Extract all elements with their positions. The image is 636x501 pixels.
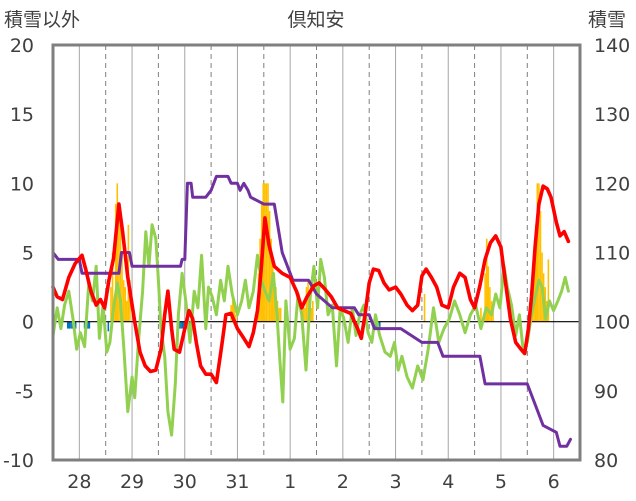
left-tick-label: 0 [22,312,34,334]
bar-negative [68,321,71,329]
right-axis-label: 積雪 [588,9,626,31]
bar-positive [110,287,112,322]
left-tick-label: 15 [10,104,34,126]
right-tick-label: 130 [594,104,630,126]
bar-positive [312,300,314,322]
bar-positive [423,294,426,322]
bar-positive [536,183,539,322]
bar-positive [305,287,308,322]
left-tick-labels: 20 15 10 5 0 -5 -10 [3,35,34,472]
bar-positive [539,211,542,322]
bar-positive [279,307,282,322]
bar-positive [492,307,494,322]
bar-positive [484,273,486,322]
right-tick-label: 120 [594,173,630,195]
x-tick-label: 1 [284,471,296,493]
bar-positive [534,224,537,322]
bar-positive [114,204,117,322]
bar-positive [302,300,305,322]
x-tick-label: 31 [225,471,249,493]
x-tick-label: 3 [390,471,402,493]
bar-negative [107,321,110,332]
right-tick-label: 90 [594,381,618,403]
bar-positive [489,287,491,322]
bar-negative [86,321,89,329]
bar-positive [533,266,535,322]
left-axis-label: 積雪以外 [4,9,80,31]
bar-positive [235,314,237,322]
x-tick-label: 2 [337,471,349,493]
x-tick-labels: 28 29 30 31 1 2 3 4 5 6 [67,471,559,493]
right-tick-label: 110 [594,243,630,265]
x-tick-label: 5 [495,471,507,493]
bar-negative [378,321,381,329]
bar-positive [231,294,234,322]
gridlines [78,45,555,460]
bar-positive [304,307,306,322]
x-tick-label: 29 [120,471,144,493]
bar-positive [111,252,114,322]
bar-positive [265,183,268,322]
x-tick-label: 28 [67,471,91,493]
left-tick-label: 20 [10,35,34,57]
left-tick-label: 10 [10,173,34,195]
bar-positive [233,300,236,322]
right-tick-label: 100 [594,312,630,334]
bar-negative [178,321,181,329]
bar-positive [271,259,274,322]
bar-positive [116,183,119,322]
right-tick-label: 140 [594,35,630,57]
left-tick-label: 5 [22,243,34,265]
bar-negative [74,321,77,329]
x-tick-label: 6 [548,471,560,493]
series-lines [51,174,572,448]
bar-positive [264,183,266,322]
bar-positive [119,224,122,322]
series-line-2 [51,174,572,448]
chart-title: 倶知安 [287,9,344,31]
bar-positive [480,307,482,322]
series-line-0 [51,184,571,385]
bar-negative [180,321,182,329]
series-line-1 [51,223,570,437]
bar-positive [487,266,490,322]
bar-positive [121,252,123,322]
bar-positive [268,211,271,322]
bar-positive [538,183,540,322]
right-tick-labels: 140 130 120 110 100 90 80 [594,35,630,472]
bar-negative [70,321,72,329]
bar-positive [124,287,126,322]
left-tick-label: -5 [15,381,34,403]
bar-positive [267,183,269,322]
bar-positive [307,280,309,322]
bar-negative [66,321,69,329]
bar-positive [278,307,280,322]
bar-positive [122,280,125,322]
bar-negative [88,321,91,329]
x-tick-label: 30 [173,471,197,493]
bar-positive [125,300,128,322]
bar-positive [547,259,550,322]
x-tick-label: 4 [442,471,454,493]
left-tick-label: -10 [3,450,34,472]
plot-frame [51,43,582,462]
right-tick-label: 80 [594,450,618,472]
bar-negative [181,321,184,329]
bar-positive [485,238,488,322]
bar-positive [310,307,313,322]
